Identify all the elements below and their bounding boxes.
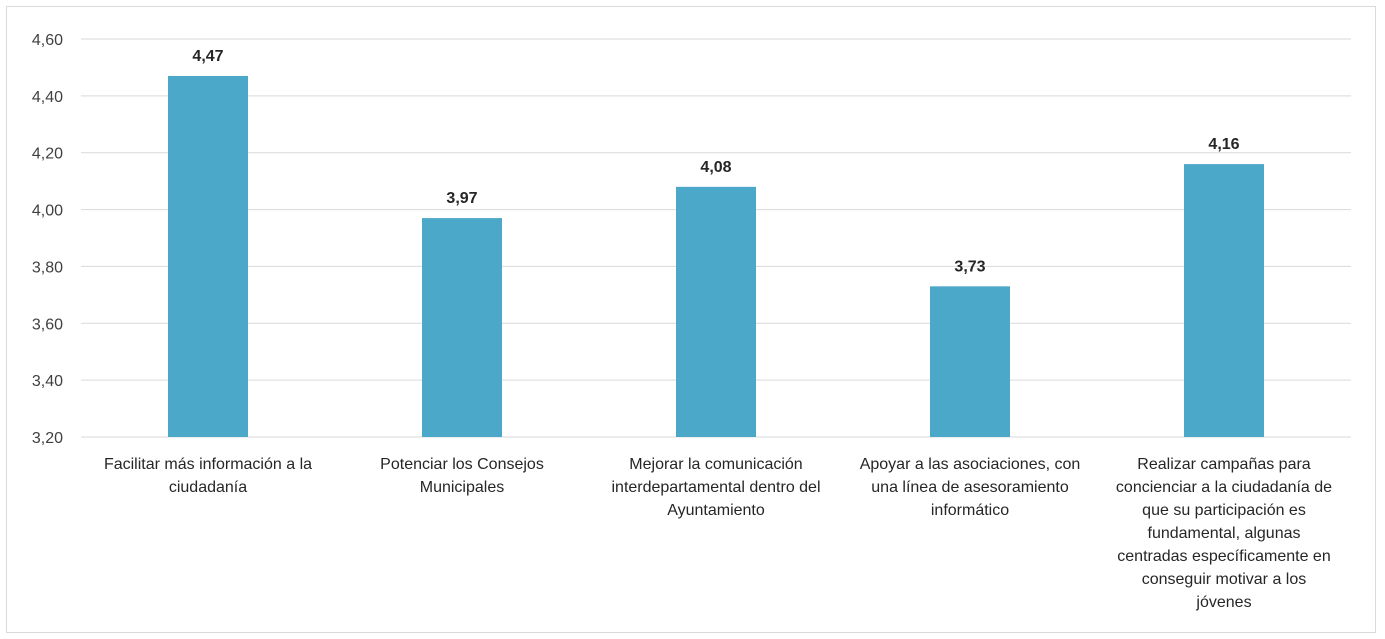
bar [168,75,248,437]
y-tick-label: 3,20 [32,430,63,447]
chart-frame: 3,20 3,40 3,60 3,80 4,00 4,20 4,40 4,60 4,47 Faci… [6,6,1376,633]
category-label: Potenciar los Consejos Municipales [380,456,544,496]
y-tick-label: 3,80 [32,259,63,276]
y-tick-label: 4,40 [32,89,63,106]
category-label-line: Facilitar más información a la [104,456,312,473]
category-label-line: ciudadanía [169,479,247,496]
category-label-line: centradas específicamente en [1117,548,1330,565]
y-tick-label: 4,20 [32,146,63,163]
y-tick-label: 3,60 [32,316,63,333]
bar-value-label: 3,97 [446,190,477,207]
category-label-line: una línea de asesoramiento [871,479,1069,496]
bar [1184,164,1264,438]
category-label: Mejorar la comunicación interdepartamenta… [611,456,820,519]
y-tick-label: 4,60 [32,32,63,49]
category-label-line: conseguir motivar a los [1142,571,1307,588]
category-label-line: Municipales [420,479,504,496]
category-label-line: Ayuntamiento [667,502,765,519]
category-label-line: fundamental, algunas [1148,525,1301,542]
category-label-line: Apoyar a las asociaciones, con [860,456,1081,473]
bar-value-label: 4,16 [1208,136,1239,153]
category-label-line: informático [931,502,1009,519]
bar-value-label: 4,08 [700,159,731,176]
category-label-line: concienciar a la ciudadanía de [1116,479,1332,496]
bar [930,286,1010,437]
bar [422,218,502,437]
bar-value-label: 4,47 [192,48,223,65]
bar [676,186,756,437]
category-label-line: que su participación es [1142,502,1306,519]
category-label: Realizar campañas para concienciar a la c… [1116,456,1332,611]
category-label-line: Mejorar la comunicación [629,456,802,473]
category-label: Facilitar más información a la ciudadanía [104,456,312,496]
y-tick-label: 3,40 [32,373,63,390]
category-label-line: jóvenes [1195,594,1251,611]
category-label-line: Potenciar los Consejos [380,456,544,473]
bar-value-label: 3,73 [954,258,985,275]
category-label-line: interdepartamental dentro del [611,479,820,496]
category-label-line: Realizar campañas para [1137,456,1311,473]
category-label: Apoyar a las asociaciones, con una línea … [860,456,1081,519]
bar-chart: 3,20 3,40 3,60 3,80 4,00 4,20 4,40 4,60 4,47 Faci… [32,32,1351,611]
y-tick-label: 4,00 [32,203,63,220]
